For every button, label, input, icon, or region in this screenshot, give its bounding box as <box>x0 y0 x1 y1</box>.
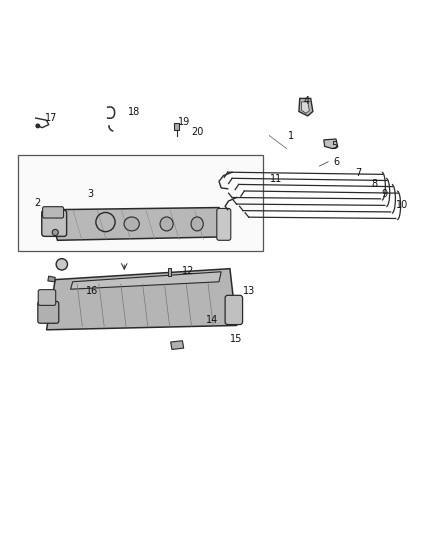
Text: 6: 6 <box>334 157 340 167</box>
Text: 12: 12 <box>182 266 194 276</box>
Polygon shape <box>49 207 228 240</box>
Text: 1: 1 <box>288 131 294 141</box>
Text: 16: 16 <box>86 286 99 295</box>
Text: 4: 4 <box>303 95 309 106</box>
FancyBboxPatch shape <box>38 289 56 305</box>
FancyBboxPatch shape <box>225 295 243 325</box>
Text: 14: 14 <box>206 315 219 325</box>
Text: 5: 5 <box>332 141 338 151</box>
Polygon shape <box>299 99 313 116</box>
Text: 17: 17 <box>45 113 57 123</box>
Text: 11: 11 <box>270 174 282 184</box>
Text: 7: 7 <box>356 168 362 177</box>
Polygon shape <box>301 102 309 113</box>
FancyBboxPatch shape <box>38 302 59 323</box>
Ellipse shape <box>191 217 203 231</box>
FancyBboxPatch shape <box>217 208 231 240</box>
Polygon shape <box>171 341 184 350</box>
Polygon shape <box>71 272 221 289</box>
FancyBboxPatch shape <box>42 207 64 218</box>
Text: 20: 20 <box>191 127 203 137</box>
Polygon shape <box>324 139 338 149</box>
Text: 8: 8 <box>371 179 377 189</box>
Bar <box>174 123 179 130</box>
FancyBboxPatch shape <box>42 210 67 236</box>
Text: 10: 10 <box>396 200 409 211</box>
Text: 15: 15 <box>230 334 243 344</box>
Bar <box>18 155 263 251</box>
Text: 3: 3 <box>87 189 93 199</box>
Circle shape <box>36 124 39 128</box>
Ellipse shape <box>160 217 173 231</box>
Polygon shape <box>48 276 55 282</box>
Text: 13: 13 <box>244 286 256 295</box>
Polygon shape <box>46 269 237 330</box>
Bar <box>169 268 172 276</box>
Circle shape <box>56 259 67 270</box>
Text: 9: 9 <box>381 189 387 199</box>
Text: 2: 2 <box>35 198 41 208</box>
Ellipse shape <box>124 217 139 231</box>
Circle shape <box>52 229 58 236</box>
Text: 19: 19 <box>178 117 190 127</box>
Text: 18: 18 <box>128 107 140 117</box>
